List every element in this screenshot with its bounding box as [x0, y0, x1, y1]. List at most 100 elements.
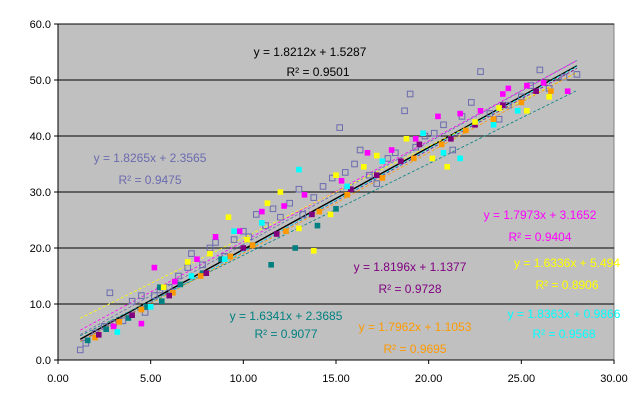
equation-teal: y = 1.6341x + 2.3685 — [230, 309, 343, 323]
point-hollow — [366, 171, 373, 179]
point-yellow — [444, 164, 450, 170]
x-tick-label: 5.00 — [140, 373, 161, 385]
point-yellow — [429, 155, 436, 162]
y-tick-label: 40.0 — [30, 131, 51, 143]
y-tick-label: 60.0 — [30, 19, 51, 31]
point-yellow — [472, 119, 478, 125]
point-purple — [166, 292, 172, 299]
point-cyan — [457, 155, 463, 162]
point-yellow — [264, 200, 271, 206]
point-hollow — [341, 169, 349, 176]
point-hollow — [128, 297, 136, 305]
point-magenta — [540, 80, 547, 86]
point-cyan — [344, 183, 350, 190]
point-hollow — [486, 110, 494, 117]
point-teal — [125, 315, 132, 321]
point-magenta — [301, 192, 308, 198]
point-yellow — [373, 152, 380, 159]
point-magenta — [388, 147, 395, 153]
point-hollow — [269, 205, 277, 213]
point-cyan — [231, 228, 237, 234]
point-orange — [197, 273, 204, 279]
point-magenta — [151, 264, 158, 271]
regression-annotations: y = 1.8212x + 1.5287 R² = 0.9501 y = 1.826… — [94, 45, 621, 356]
point-hollow — [151, 292, 158, 299]
point-hollow — [356, 146, 364, 154]
point-hollow — [351, 160, 358, 168]
point-hollow — [106, 289, 114, 297]
point-magenta — [564, 88, 571, 94]
y-tick-label: 50.0 — [30, 75, 51, 87]
point-yellow — [310, 248, 317, 254]
point-hollow — [449, 146, 457, 154]
point-orange — [227, 253, 234, 260]
point-hollow — [76, 346, 84, 354]
point-purple — [533, 88, 539, 94]
point-purple — [273, 231, 280, 237]
point-hollow — [295, 185, 303, 193]
point-magenta — [259, 208, 265, 215]
point-yellow — [244, 236, 250, 243]
point-purple — [240, 245, 247, 251]
r-squared-magenta: R² = 0.9404 — [508, 230, 571, 244]
point-yellow — [327, 211, 334, 218]
point-cyan — [147, 304, 154, 310]
point-magenta — [236, 228, 243, 234]
point-orange — [92, 334, 98, 341]
point-yellow — [361, 164, 367, 170]
x-tick-label: 0.00 — [47, 373, 68, 385]
trendline-purple — [80, 67, 578, 342]
point-teal — [268, 262, 274, 268]
point-cyan — [222, 256, 228, 262]
point-orange — [283, 228, 289, 234]
point-hollow — [401, 107, 408, 115]
equation-orange: y = 1.7962x + 1.1053 — [359, 320, 472, 334]
point-cyan — [514, 108, 521, 114]
point-orange — [490, 116, 497, 122]
equation-magenta: y = 1.7973x + 3.1652 — [484, 208, 597, 222]
trendline-hollow — [80, 60, 578, 335]
point-hollow — [373, 180, 381, 187]
point-magenta — [435, 113, 441, 120]
point-magenta — [524, 82, 530, 89]
equation-overall: y = 1.8212x + 1.5287 — [254, 45, 367, 59]
equation-hollow: y = 1.8265x + 2.3565 — [94, 151, 207, 165]
point-cyan — [259, 220, 265, 226]
r-squared-overall: R² = 0.9501 — [286, 65, 349, 79]
point-orange — [138, 306, 145, 313]
point-hollow — [299, 211, 306, 218]
point-yellow — [160, 284, 167, 290]
equation-yellow: y = 1.6336x + 5.494 — [514, 256, 620, 270]
point-yellow — [296, 225, 302, 232]
r-squared-yellow: R² = 0.8906 — [535, 278, 598, 292]
point-purple — [129, 312, 135, 318]
axes — [57, 24, 614, 361]
point-magenta — [212, 234, 219, 240]
point-orange — [548, 88, 554, 94]
point-hollow — [477, 68, 484, 75]
point-orange — [518, 99, 525, 106]
y-tick-label: 20.0 — [30, 243, 51, 255]
point-purple — [348, 186, 354, 192]
point-yellow — [207, 250, 213, 257]
point-cyan — [379, 158, 386, 164]
point-purple — [416, 141, 423, 148]
point-magenta — [457, 110, 463, 117]
point-cyan — [188, 273, 195, 279]
point-purple — [472, 122, 478, 128]
point-magenta — [281, 203, 287, 209]
point-teal — [84, 337, 91, 344]
r-squared-orange: R² = 0.9695 — [383, 342, 446, 356]
point-hollow — [230, 236, 238, 243]
point-orange — [344, 192, 350, 198]
point-hollow — [319, 183, 327, 190]
x-tick-label: 20.00 — [415, 373, 443, 385]
point-yellow — [496, 105, 502, 111]
equation-purple: y = 1.8196x + 1.1377 — [354, 260, 467, 274]
point-orange — [249, 242, 256, 248]
point-cyan — [296, 166, 302, 173]
y-tick-labels: 0.0 10.0 20.0 30.0 40.0 50.0 60.0 — [30, 19, 51, 367]
point-magenta — [477, 108, 484, 114]
